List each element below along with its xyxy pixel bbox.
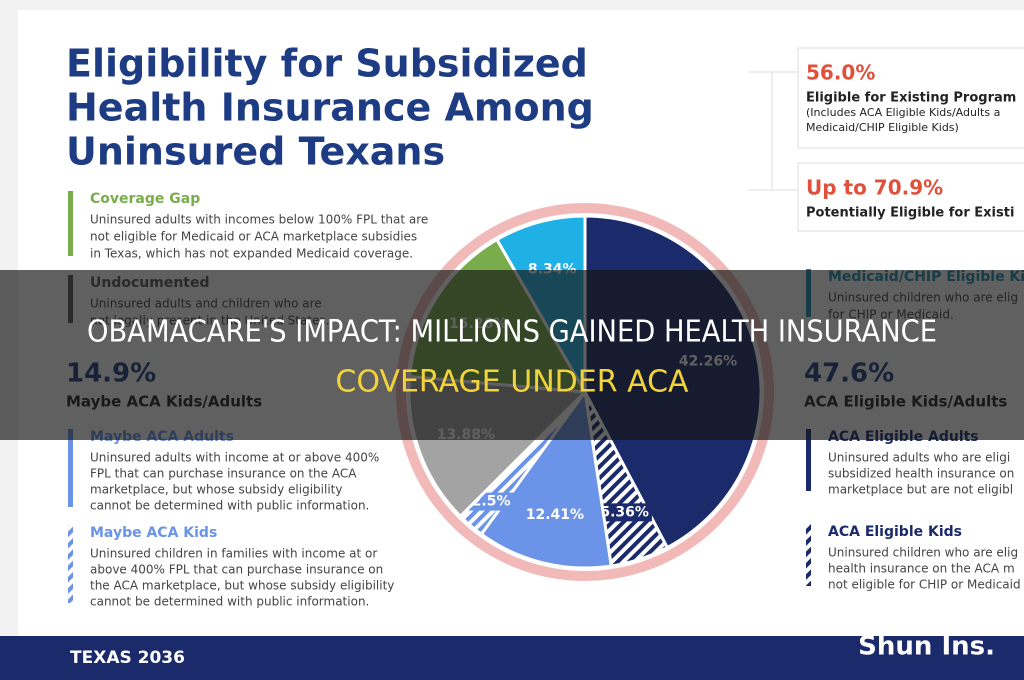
- legend-bar: [68, 525, 73, 603]
- legend-text: in Texas, which has not expanded Medicai…: [90, 247, 413, 261]
- banner-text: COVERAGE UNDER ACA: [335, 365, 689, 400]
- slice-label: 12.41%: [526, 507, 584, 523]
- banner-text: OBAMACARE'S IMPACT: MILLIONS GAINED HEAL…: [87, 315, 937, 350]
- legend-text: cannot be determined with public informa…: [90, 499, 369, 513]
- legend-text: marketplace but are not eligibl: [828, 483, 1013, 497]
- info-box: [797, 47, 1024, 149]
- legend-text: Uninsured children in families with inco…: [90, 547, 377, 561]
- legend-bar: [806, 524, 811, 586]
- title: Health Insurance Among: [66, 86, 594, 130]
- banner: [0, 270, 1024, 440]
- legend-text: Uninsured adults with incomes below 100%…: [90, 213, 428, 227]
- box-value: Up to 70.9%: [806, 176, 943, 200]
- legend-title: Maybe ACA Kids: [90, 525, 217, 541]
- label-bg: [597, 503, 652, 522]
- legend-title: Coverage Gap: [90, 191, 200, 207]
- legend-bar: [68, 429, 73, 507]
- legend-text: FPL that can purchase insurance on the A…: [90, 467, 357, 481]
- watermark: Shun Ins.: [858, 632, 995, 662]
- legend-text: subsidized health insurance on: [828, 467, 1014, 481]
- box-value: 56.0%: [806, 61, 875, 85]
- legend-bar: [68, 191, 73, 256]
- box-text: Potentially Eligible for Existi: [806, 206, 1014, 221]
- box-text: (Includes ACA Eligible Kids/Adults a: [806, 106, 1000, 119]
- footer-logo: TEXAS 2036: [70, 648, 185, 668]
- info-box: [797, 162, 1024, 232]
- box-text: Eligible for Existing Program: [806, 91, 1016, 106]
- legend-text: above 400% FPL that can purchase insuran…: [90, 563, 383, 577]
- legend-title: ACA Eligible Kids: [828, 524, 962, 540]
- slice-label: 5.36%: [600, 504, 649, 520]
- legend-text: Uninsured children who are elig: [828, 546, 1018, 560]
- slice-label: 2.5%: [472, 494, 511, 510]
- legend-text: the ACA marketplace, but whose subsidy e…: [90, 579, 394, 593]
- legend-text: not eligible for CHIP or Medicaid: [828, 578, 1021, 592]
- title: Eligibility for Subsidized: [66, 42, 588, 86]
- title: Uninsured Texans: [66, 130, 445, 174]
- legend-text: not eligible for Medicaid or ACA marketp…: [90, 230, 417, 244]
- legend-bar: [806, 429, 811, 491]
- legend-text: Uninsured adults with income at or above…: [90, 451, 379, 465]
- footer-bar: [0, 636, 1024, 680]
- legend-text: Uninsured adults who are eligi: [828, 451, 1010, 465]
- legend-text: cannot be determined with public informa…: [90, 595, 369, 609]
- legend-text: health insurance on the ACA m: [828, 562, 1015, 576]
- connector: [748, 71, 798, 191]
- legend-text: marketplace, but whose subsidy eligibili…: [90, 483, 342, 497]
- box-text: Medicaid/CHIP Eligible Kids): [806, 121, 959, 134]
